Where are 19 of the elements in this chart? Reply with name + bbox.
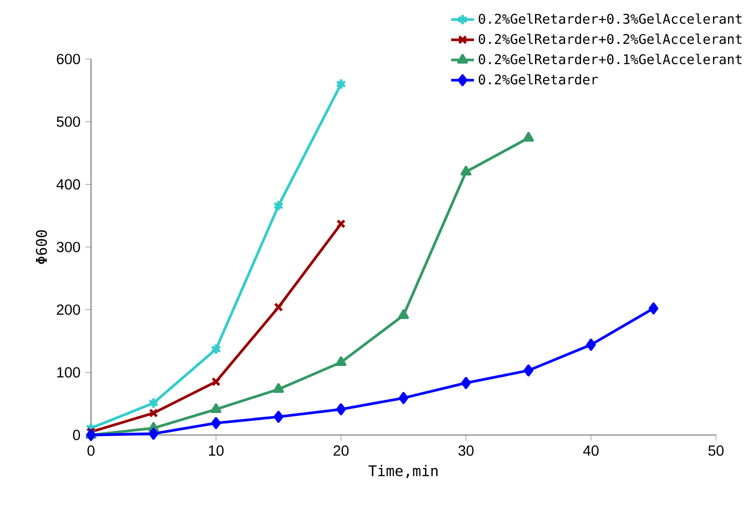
x-tick-label: 20 bbox=[334, 445, 349, 456]
y-tick-label: 300 bbox=[56, 242, 80, 252]
y-tick-label: 0 bbox=[73, 430, 80, 440]
x-tick-label: 10 bbox=[208, 445, 224, 456]
x-tick-label: 30 bbox=[458, 445, 474, 456]
y-tick-label: 600 bbox=[56, 54, 80, 64]
x-tick-label: 50 bbox=[708, 445, 724, 456]
y-tick-label: 100 bbox=[57, 367, 80, 378]
legend-label: 0.2%GelRetarder+0.3%GelAccelerant bbox=[478, 13, 742, 24]
legend-label: 0.2%GelRetarder+0.2%GelAccelerant bbox=[478, 34, 742, 44]
y-tick-label: 400 bbox=[56, 179, 80, 190]
legend-label: 0.2%GelRetarder bbox=[478, 74, 598, 84]
y-tick-label: 200 bbox=[56, 304, 80, 315]
y-tick-label: 500 bbox=[56, 116, 80, 127]
x-axis-title: Time,min bbox=[368, 464, 438, 478]
x-tick-label: 40 bbox=[583, 445, 599, 456]
y-axis-title: Φ600 bbox=[36, 230, 47, 264]
legend-label: 0.2%GelRetarder+0.1%GelAccelerant bbox=[478, 54, 742, 64]
x-tick-label: 0 bbox=[87, 445, 94, 456]
